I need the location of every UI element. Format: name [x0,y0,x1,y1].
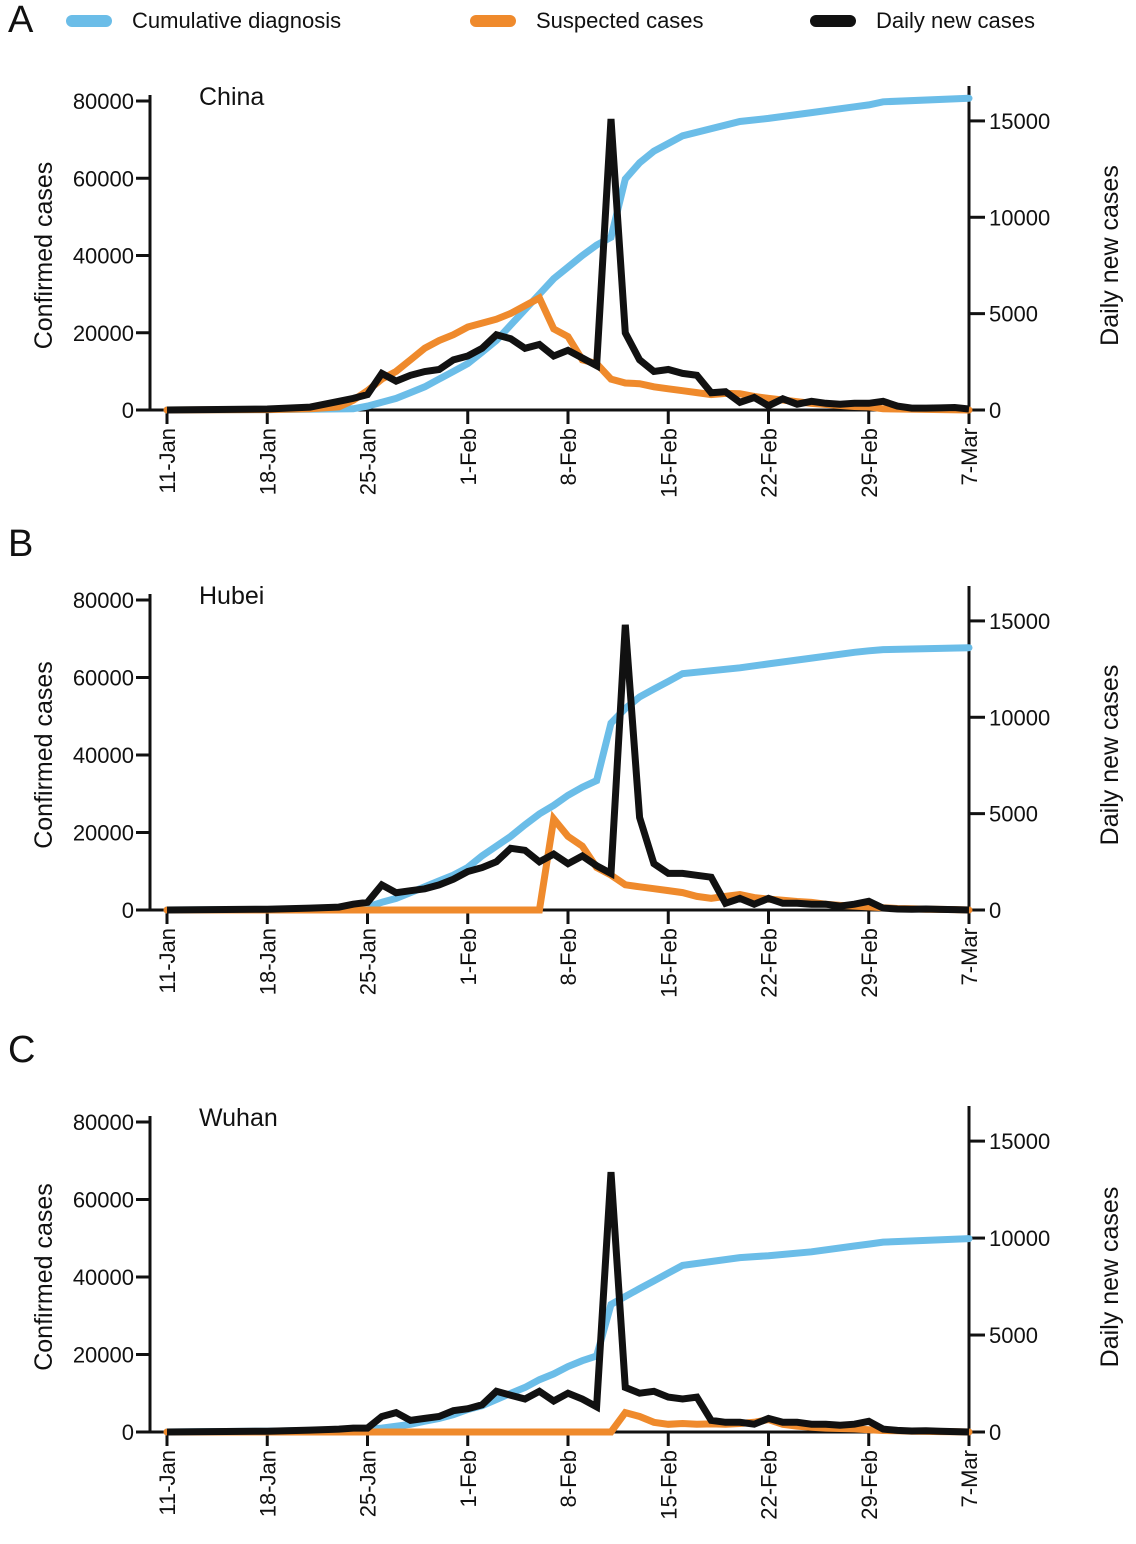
y2-axis-label: Daily new cases [1096,1187,1124,1368]
y-axis-label: Confirmed cases [30,1183,58,1371]
y-axis-label: Confirmed cases [30,162,58,350]
left-y-tick-label: 40000 [73,1265,134,1290]
legend-label: Suspected cases [536,8,704,33]
left-y-tick-label: 0 [122,1420,134,1445]
right-y-tick-label: 10000 [989,1226,1050,1251]
series-line-daily-new-cases [166,118,970,414]
legend: Cumulative diagnosis Suspected cases Daily… [0,0,1136,44]
chart-panel-b: B 0 20000 40000 60000 80000 0 5000 10000 15000 11-… [8,523,1124,998]
x-tick-label: 7-Mar [957,428,982,485]
left-y-tick-label: 60000 [73,1188,134,1213]
legend-swatch [66,15,112,27]
series-line-cumulative-diagnosis [163,1235,973,1436]
x-tick-label: 18-Jan [255,428,280,495]
right-y-tick-label: 0 [989,398,1001,423]
chart-panel-c: C 0 20000 40000 60000 80000 0 5000 10000 15000 11-… [8,1029,1124,1520]
legend-item: Cumulative diagnosis [66,6,341,36]
left-y-tick-label: 80000 [73,89,134,114]
right-y-tick-label: 0 [989,1420,1001,1445]
x-tick-label: 8-Feb [556,928,581,985]
right-y-tick-label: 5000 [989,802,1038,827]
right-y-tick-label: 10000 [989,705,1050,730]
x-tick-label: 1-Feb [456,428,481,485]
x-tick-label: 22-Feb [757,928,782,998]
left-y-tick-label: 80000 [73,588,134,613]
series-line-daily-new-cases [166,1171,970,1436]
x-tick-label: 11-Jan [155,1450,180,1516]
x-tick-label: 1-Feb [456,928,481,985]
right-y-tick-label: 15000 [989,1129,1050,1154]
chart-panel-a: A 0 20000 40000 60000 80000 0 5000 10000 15000 11-… [8,0,1124,498]
y2-axis-label: Daily new cases [1096,165,1124,346]
x-tick-label: 7-Mar [957,928,982,985]
x-tick-label: 18-Jan [255,928,280,995]
x-tick-label: 25-Jan [356,1450,381,1517]
x-tick-label: 25-Jan [356,928,381,995]
right-y-tick-label: 0 [989,898,1001,923]
x-tick-label: 18-Jan [255,1450,280,1517]
left-y-tick-label: 0 [122,898,134,923]
right-y-tick-label: 15000 [989,109,1050,134]
x-tick-label: 29-Feb [857,428,882,498]
x-tick-label: 22-Feb [757,1450,782,1520]
series-line-cumulative-diagnosis [163,94,973,414]
left-y-tick-label: 40000 [73,743,134,768]
legend-label: Cumulative diagnosis [132,8,342,33]
x-tick-label: 29-Feb [857,928,882,998]
x-tick-label: 8-Feb [556,428,581,485]
legend-swatch [810,15,856,27]
right-y-tick-label: 5000 [989,302,1038,327]
left-y-tick-label: 80000 [73,1110,134,1135]
legend-swatch [470,15,516,27]
chart-title: China [199,83,264,111]
chart-title: Hubei [199,582,264,610]
x-tick-label: 25-Jan [356,428,381,495]
right-y-tick-label: 10000 [989,205,1050,230]
legend-item: Daily new cases [810,6,1035,36]
x-tick-label: 29-Feb [857,1450,882,1520]
chart-title: Wuhan [199,1104,278,1132]
left-y-tick-label: 60000 [73,166,134,191]
x-tick-label: 1-Feb [456,1450,481,1507]
x-tick-label: 8-Feb [556,1450,581,1507]
right-y-tick-label: 5000 [989,1323,1038,1348]
x-tick-label: 15-Feb [656,1450,681,1520]
left-y-tick-label: 20000 [73,321,134,346]
left-y-tick-label: 0 [122,398,134,423]
x-tick-label: 11-Jan [155,428,180,494]
panel-letter: B [8,523,33,565]
panel-letter: A [8,0,34,41]
panel-letter: C [8,1029,35,1071]
legend-label: Daily new cases [876,8,1035,33]
y2-axis-label: Daily new cases [1096,665,1124,846]
left-y-tick-label: 20000 [73,821,134,846]
left-y-tick-label: 60000 [73,666,134,691]
right-y-tick-label: 15000 [989,609,1050,634]
x-tick-label: 15-Feb [656,428,681,498]
series-line-daily-new-cases [166,624,970,914]
series-line-cumulative-diagnosis [163,644,973,914]
legend-item: Suspected cases [470,6,704,36]
x-tick-label: 11-Jan [155,928,180,994]
x-tick-label: 15-Feb [656,928,681,998]
left-y-tick-label: 40000 [73,244,134,269]
left-y-tick-label: 20000 [73,1343,134,1368]
y-axis-label: Confirmed cases [30,661,58,849]
x-tick-label: 7-Mar [957,1450,982,1507]
x-tick-label: 22-Feb [757,428,782,498]
